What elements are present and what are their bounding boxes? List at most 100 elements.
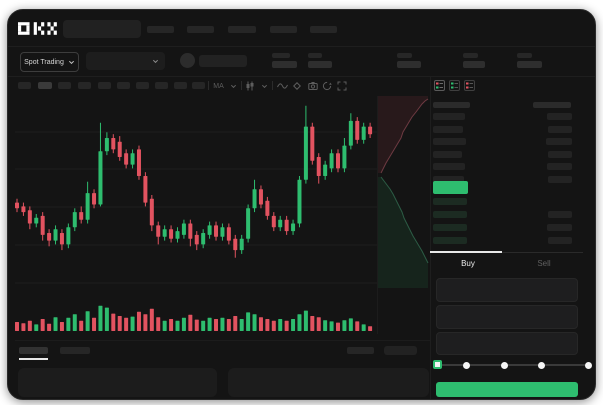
timeframe-button[interactable] — [117, 82, 130, 89]
bid-amount-placeholder — [548, 210, 572, 218]
stat-value — [308, 61, 332, 68]
market-type-selector[interactable]: Spot Trading — [20, 52, 79, 72]
timeframe-button[interactable] — [58, 82, 71, 89]
buy-submit-button[interactable] — [436, 382, 578, 397]
stat-value — [517, 61, 542, 68]
bottom-action[interactable] — [347, 347, 374, 354]
bottom-panel-placeholder — [228, 368, 429, 397]
timeframe-button[interactable] — [192, 82, 205, 89]
pair-dropdown[interactable] — [86, 52, 165, 70]
chart-type-candles-icon[interactable] — [245, 81, 255, 91]
timeframe-button[interactable] — [98, 82, 111, 89]
timeframe-button[interactable] — [136, 82, 149, 89]
bottom-panel-placeholder — [18, 368, 217, 397]
total-input[interactable] — [436, 332, 578, 355]
bid-row[interactable] — [430, 223, 583, 232]
bid-price-placeholder — [433, 223, 467, 231]
orderbook-view-asks-icon[interactable] — [464, 80, 475, 91]
bid-amount-placeholder — [548, 236, 572, 244]
chevron-down-icon[interactable] — [260, 82, 268, 90]
ask-price-placeholder — [433, 176, 464, 183]
stat-label — [308, 53, 322, 58]
bid-price-placeholder — [433, 210, 467, 218]
draw-tool-icon[interactable] — [292, 81, 302, 91]
timeframe-button[interactable] — [18, 82, 31, 89]
market-type-label: Spot Trading — [24, 58, 64, 66]
ask-row[interactable] — [430, 137, 583, 146]
chevron-down-icon[interactable] — [229, 82, 237, 90]
indicators-icon[interactable]: MA — [213, 82, 224, 90]
slider-mark-dot[interactable] — [537, 361, 545, 369]
app-window: OKX Spot Trading MA — [7, 9, 596, 400]
ask-price-placeholder — [433, 113, 465, 120]
coin-icon — [180, 53, 195, 68]
buy-tab-underline — [430, 251, 502, 253]
price-input[interactable] — [436, 278, 578, 302]
orderbook-view-all-icon[interactable] — [434, 80, 445, 91]
chevron-down-icon — [152, 59, 159, 63]
timeframe-button[interactable] — [174, 82, 187, 89]
ask-price-placeholder — [433, 163, 465, 171]
bid-price-placeholder — [433, 236, 467, 244]
tab-buy[interactable]: Buy — [461, 258, 475, 268]
candlestick-chart[interactable] — [15, 96, 378, 294]
nav-item[interactable] — [228, 26, 256, 33]
slider-handle[interactable] — [433, 360, 442, 369]
nav-item[interactable] — [187, 26, 214, 33]
volume-chart — [15, 305, 373, 331]
ask-row[interactable] — [430, 125, 583, 134]
fullscreen-icon[interactable] — [337, 81, 347, 91]
active-tab-underline — [19, 358, 48, 360]
ask-row[interactable] — [430, 175, 583, 184]
orderbook-col-header-amount — [533, 102, 571, 108]
okx-logo[interactable]: OKX — [18, 21, 60, 36]
orderbook-view-bids-icon[interactable] — [449, 80, 460, 91]
orderbook-col-header-price — [433, 102, 470, 108]
ask-price-placeholder — [433, 150, 462, 158]
timeframe-button[interactable] — [78, 82, 91, 89]
bid-amount-placeholder — [547, 223, 572, 231]
tab-sell[interactable]: Sell — [537, 258, 551, 268]
ask-amount-placeholder — [548, 125, 572, 133]
stat-label — [397, 53, 412, 58]
slider-mark-dot[interactable] — [584, 361, 592, 369]
slider-mark-dot[interactable] — [500, 361, 508, 369]
ask-price-placeholder — [433, 138, 466, 146]
ask-amount-placeholder — [546, 138, 572, 146]
search-input[interactable] — [63, 20, 141, 38]
refresh-icon[interactable] — [322, 81, 332, 91]
stat-value — [463, 61, 485, 68]
bid-row[interactable] — [430, 197, 583, 206]
pair-name-placeholder — [199, 55, 247, 67]
amount-input[interactable] — [436, 305, 578, 329]
timeframe-button[interactable] — [155, 82, 168, 89]
nav-item[interactable] — [147, 26, 174, 33]
bid-row[interactable] — [430, 236, 583, 245]
ask-row[interactable] — [430, 162, 583, 171]
ask-amount-placeholder — [547, 163, 572, 171]
camera-icon[interactable] — [308, 81, 318, 91]
nav-item[interactable] — [310, 26, 337, 33]
bid-row[interactable] — [430, 210, 583, 219]
slider-mark-dot[interactable] — [462, 361, 470, 369]
nav-item[interactable] — [270, 26, 297, 33]
bottom-tab-active[interactable] — [19, 347, 48, 354]
ask-amount-placeholder — [548, 150, 572, 158]
stat-value — [397, 61, 421, 68]
bottom-action[interactable] — [384, 346, 417, 355]
chevron-down-icon — [68, 60, 74, 64]
bottom-tab[interactable] — [60, 347, 90, 354]
timeframe-button-active[interactable] — [38, 82, 52, 89]
ask-row[interactable] — [430, 112, 583, 121]
stat-label — [463, 53, 478, 58]
ask-amount-placeholder — [548, 176, 572, 183]
amount-slider-track[interactable] — [437, 364, 589, 366]
stat-value — [272, 61, 297, 68]
ask-price-placeholder — [433, 125, 463, 133]
stat-label — [272, 53, 290, 58]
ask-amount-placeholder — [547, 113, 572, 120]
line-overlay-icon[interactable] — [277, 81, 288, 91]
last-price-badge — [433, 181, 468, 194]
ask-row[interactable] — [430, 150, 583, 159]
